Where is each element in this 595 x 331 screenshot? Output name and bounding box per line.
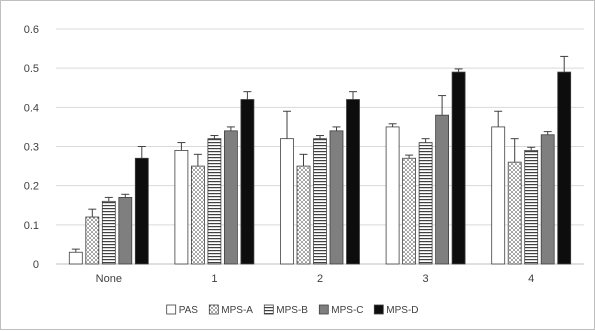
legend-label: MPS-A: [221, 305, 253, 316]
bar-mps-b-4: [524, 150, 539, 265]
bar-pas-none: [68, 251, 83, 265]
bar-mps-a-4: [507, 161, 522, 265]
bar-mps-b-3: [418, 142, 433, 265]
bar-pas-1: [174, 150, 189, 265]
x-tick-label: 4: [528, 273, 534, 285]
error-bar-pas-4: [494, 110, 503, 127]
error-bar-mps-c-none: [121, 193, 130, 198]
y-tick-label: 0.1: [24, 220, 39, 232]
legend-item-mps-d: MPS-D: [373, 304, 419, 316]
error-bar-mps-b-3: [421, 138, 430, 143]
bars: [68, 71, 572, 265]
error-bars: [71, 55, 569, 253]
error-bar-mps-a-4: [510, 138, 519, 163]
legend-label: MPS-C: [331, 305, 363, 316]
error-bar-pas-1: [177, 142, 186, 151]
bar-mps-a-2: [296, 165, 311, 265]
x-tick-label: 1: [211, 273, 217, 285]
error-bar-mps-b-2: [316, 135, 324, 139]
bar-mps-b-none: [101, 200, 116, 265]
y-tick-label: 0.5: [24, 63, 39, 75]
bar-pas-4: [491, 126, 506, 265]
error-bar-mps-c-3: [438, 95, 447, 116]
error-bar-mps-a-3: [405, 154, 414, 159]
error-bar-pas-2: [283, 110, 291, 139]
error-bar-pas-none: [71, 248, 80, 253]
y-axis-ticks: 0 0.1 0.2 0.3 0.4 0.5 0.6: [24, 24, 39, 271]
y-tick-label: 0.6: [24, 24, 39, 36]
y-tick-label: 0.4: [24, 102, 39, 114]
legend-label: PAS: [179, 305, 199, 316]
error-bar-mps-d-1: [243, 91, 252, 100]
bar-mps-d-4: [557, 71, 572, 265]
error-bar-mps-c-1: [226, 126, 235, 131]
legend-swatch: [318, 304, 329, 315]
error-bar-mps-d-none: [137, 146, 146, 159]
legend-swatch: [263, 304, 274, 315]
y-tick-label: 0.2: [24, 181, 39, 193]
legend-label: MPS-D: [386, 305, 418, 316]
bar-pas-2: [280, 138, 294, 265]
error-bar-mps-c-2: [332, 126, 341, 131]
x-tick-label: 3: [423, 273, 429, 285]
bar-mps-c-1: [223, 130, 238, 265]
error-bar-mps-b-4: [527, 146, 536, 151]
bar-mps-d-1: [240, 99, 255, 265]
legend-label: MPS-B: [276, 305, 308, 316]
x-axis-ticks: None 1 2 3 4: [96, 273, 535, 285]
bar-mps-c-4: [540, 134, 555, 265]
bar-mps-b-2: [313, 138, 327, 265]
error-bar-mps-c-4: [543, 131, 552, 135]
legend-item-mps-a: MPS-A: [208, 304, 253, 316]
bar-mps-c-2: [329, 130, 344, 265]
error-bar-mps-d-2: [349, 91, 357, 100]
bar-mps-d-none: [134, 157, 149, 265]
legend: PAS MPS-A MPS-B MPS-C MPS-D: [166, 304, 419, 316]
bar-mps-d-2: [346, 99, 360, 265]
error-bar-mps-a-2: [299, 153, 308, 167]
legend-swatch: [208, 304, 219, 315]
legend-swatch: [166, 304, 177, 315]
bar-pas-3: [385, 126, 400, 265]
x-tick-label: None: [96, 273, 122, 285]
error-bar-mps-a-1: [193, 153, 202, 167]
bar-mps-c-3: [435, 114, 450, 265]
x-tick-label: 2: [317, 273, 323, 285]
bar-mps-a-none: [85, 216, 100, 265]
y-tick-label: 0: [33, 259, 39, 271]
bar-mps-b-1: [207, 138, 222, 265]
bar-mps-a-1: [190, 165, 205, 265]
bar-mps-a-3: [402, 157, 417, 265]
error-bar-mps-a-none: [88, 208, 97, 217]
error-bar-mps-d-4: [560, 55, 569, 73]
bar-mps-d-3: [451, 71, 466, 265]
error-bar-mps-b-1: [210, 135, 219, 139]
legend-item-pas: PAS: [166, 304, 199, 316]
legend-item-mps-c: MPS-C: [318, 304, 364, 316]
legend-swatch: [373, 304, 384, 315]
error-bar-mps-b-none: [104, 196, 113, 202]
error-bar-pas-3: [388, 123, 397, 127]
legend-item-mps-b: MPS-B: [263, 304, 308, 316]
y-tick-label: 0.3: [24, 142, 39, 154]
error-bar-mps-d-3: [454, 68, 463, 73]
bar-mps-c-none: [118, 197, 133, 265]
